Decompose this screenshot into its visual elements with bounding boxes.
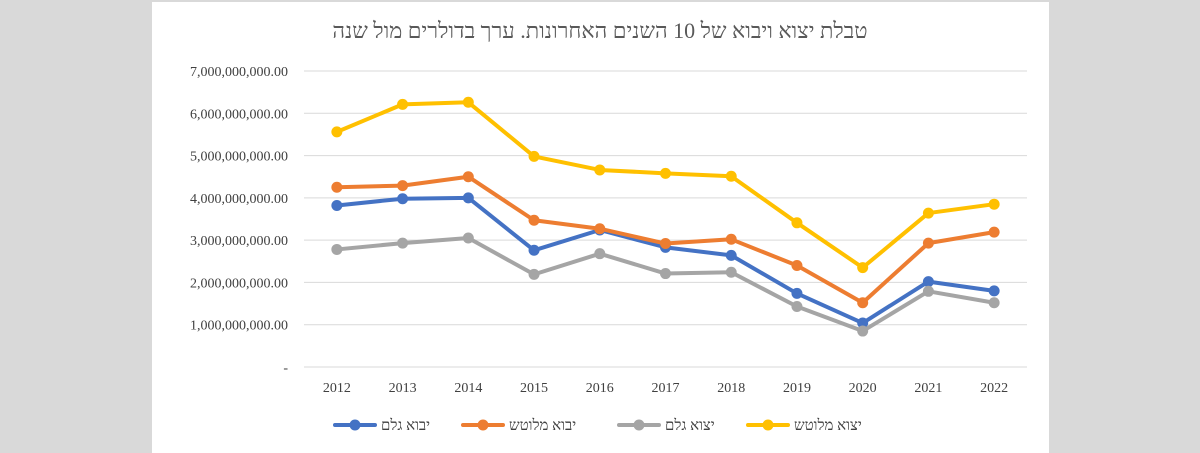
data-point <box>660 167 671 179</box>
data-point <box>791 260 803 272</box>
data-point <box>857 262 869 274</box>
x-tick-label: 2014 <box>454 381 482 396</box>
data-point <box>331 199 343 211</box>
x-tick-label: 2022 <box>980 381 1008 396</box>
data-point <box>528 244 540 256</box>
legend-label: יצוא גלם <box>665 417 715 434</box>
y-tick-label: 3,000,000,000.00 <box>190 234 288 249</box>
data-point <box>725 249 737 261</box>
data-point <box>594 223 606 235</box>
data-point <box>331 126 343 138</box>
legend-label: יבוא גלם <box>381 417 430 434</box>
y-axis-tick-labels: - 1,000,000,000.00 2,000,000,000.00 3,000,0… <box>190 65 288 376</box>
legend-item[interactable]: יצוא מלוטש <box>746 417 862 434</box>
x-tick-label: 2015 <box>520 381 548 396</box>
x-tick-label: 2019 <box>783 381 811 396</box>
data-point <box>725 170 737 182</box>
data-point <box>922 285 934 297</box>
legend-label: יצוא מלוטש <box>794 417 862 434</box>
chart-card: טבלת יצוא ויבוא של 10 השנים האחרונות. ער… <box>152 2 1049 453</box>
legend-item[interactable]: יצוא גלם <box>617 417 715 434</box>
data-point <box>594 248 606 260</box>
data-point <box>462 192 474 204</box>
data-point <box>331 181 343 193</box>
data-point <box>988 297 1000 309</box>
data-point <box>660 238 671 250</box>
data-point <box>397 98 409 110</box>
legend-item[interactable]: יבוא מלוטש <box>461 417 576 434</box>
x-tick-label: 2013 <box>389 381 417 396</box>
x-tick-label: 2018 <box>717 381 745 396</box>
data-point <box>725 233 737 245</box>
series-line <box>334 195 997 326</box>
chart-title: טבלת יצוא ויבוא של 10 השנים האחרונות. ער… <box>332 18 867 43</box>
data-point <box>397 180 409 192</box>
x-tick-label: 2021 <box>914 381 942 396</box>
x-tick-label: 2020 <box>849 381 877 396</box>
data-point <box>791 287 803 299</box>
legend-swatch-marker <box>633 419 645 431</box>
data-point <box>594 164 606 176</box>
data-point <box>528 150 540 162</box>
y-tick-label: 4,000,000,000.00 <box>190 192 288 207</box>
y-tick-label: 7,000,000,000.00 <box>190 65 288 80</box>
data-point <box>857 317 869 329</box>
x-tick-label: 2016 <box>586 381 614 396</box>
data-point <box>988 226 1000 238</box>
y-tick-label: 6,000,000,000.00 <box>190 107 288 122</box>
y-tick-label: - <box>283 361 288 376</box>
series-lines <box>331 96 1000 337</box>
data-point <box>462 171 474 183</box>
data-point <box>791 301 803 313</box>
data-point <box>988 285 1000 297</box>
series-2 <box>331 171 1000 309</box>
legend-swatch-marker <box>477 419 489 431</box>
data-point <box>791 217 803 229</box>
data-point <box>857 325 869 337</box>
y-tick-label: 5,000,000,000.00 <box>190 150 288 165</box>
line-chart: טבלת יצוא ויבוא של 10 השנים האחרונות. ער… <box>190 18 1027 434</box>
data-point <box>397 193 409 205</box>
data-point <box>397 237 409 249</box>
data-point <box>988 198 1000 210</box>
data-point <box>725 266 737 278</box>
x-axis-tick-labels: 2012 2013 2014 2015 2016 2017 2018 2019 2020 2021… <box>323 381 1008 396</box>
legend-label: יבוא מלוטש <box>509 417 576 434</box>
y-tick-label: 2,000,000,000.00 <box>190 276 288 291</box>
series-4 <box>331 96 1000 274</box>
x-tick-label: 2017 <box>652 381 680 396</box>
data-point <box>922 276 934 288</box>
data-point <box>660 268 671 280</box>
data-point <box>331 243 343 255</box>
data-point <box>528 268 540 280</box>
data-point <box>922 237 934 249</box>
data-point <box>462 232 474 244</box>
legend-swatch-marker <box>762 419 774 431</box>
data-point <box>857 297 869 309</box>
data-point <box>922 207 934 219</box>
legend[interactable]: יבוא גלם יבוא מלוטש יצוא גלם יצוא מלוטש <box>333 417 862 434</box>
legend-item[interactable]: יבוא גלם <box>333 417 430 434</box>
data-point <box>528 214 540 226</box>
x-tick-label: 2012 <box>323 381 351 396</box>
data-point <box>462 96 474 108</box>
y-tick-label: 1,000,000,000.00 <box>190 319 288 334</box>
series-3 <box>331 232 1000 337</box>
legend-swatch-marker <box>349 419 361 431</box>
